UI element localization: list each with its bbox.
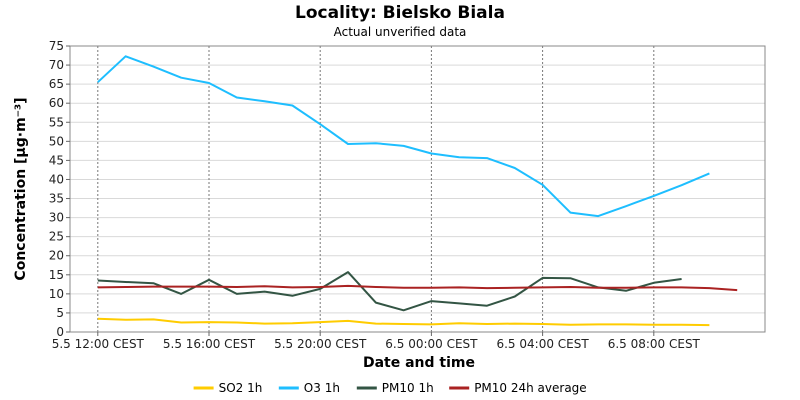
legend-label-pm10-1h: PM10 1h (382, 381, 434, 395)
x-tick-label: 6.5 08:00 CEST (608, 337, 701, 351)
y-tick-label: 0 (56, 325, 64, 339)
series-group (97, 55, 738, 327)
grid (70, 46, 765, 332)
y-tick-label: 75 (49, 39, 64, 53)
y-tick-label: 30 (49, 211, 64, 225)
y-tick-label: 20 (49, 249, 64, 263)
legend: SO2 1h O3 1h PM10 1h PM10 24h average (193, 381, 587, 395)
x-tick-label: 5.5 16:00 CEST (163, 337, 256, 351)
x-tick-label: 5.5 20:00 CEST (274, 337, 367, 351)
legend-label-so2-1h: SO2 1h (219, 381, 263, 395)
y-tick-label: 70 (49, 58, 64, 72)
y-tick-label: 45 (49, 153, 64, 167)
y-tick-label: 65 (49, 77, 64, 91)
chart-subtitle: Actual unverified data (334, 25, 467, 39)
y-tick-label: 50 (49, 134, 64, 148)
x-axis-label: Date and time (363, 355, 475, 371)
y-tick-label: 40 (49, 172, 64, 186)
y-tick-label: 10 (49, 287, 64, 301)
y-axis-label: Concentration [µg·m⁻³] (13, 97, 29, 280)
plot-area (69, 45, 766, 333)
y-tick-label: 15 (49, 268, 64, 282)
y-tick-label: 60 (49, 96, 64, 110)
series-line-o3-1h (97, 55, 710, 218)
y-tick-label: 5 (56, 306, 64, 320)
y-tick-label: 55 (49, 115, 64, 129)
x-tick-label: 5.5 12:00 CEST (52, 337, 145, 351)
x-axis: 5.5 12:00 CEST 5.5 16:00 CEST 5.5 20:00 CE… (52, 332, 701, 351)
y-tick-label: 35 (49, 192, 64, 206)
chart-title: Locality: Bielsko Biala (295, 3, 505, 23)
y-axis: 0 5 10 15 20 25 30 35 40 45 50 55 60 65 70 75 (49, 39, 70, 339)
x-tick-label: 6.5 00:00 CEST (385, 337, 478, 351)
legend-label-o3-1h: O3 1h (304, 381, 340, 395)
series-line-so2-1h (97, 317, 710, 327)
x-tick-label: 6.5 04:00 CEST (496, 337, 589, 351)
legend-label-pm10-24h-average: PM10 24h average (474, 381, 587, 395)
series-line-pm10-1h (97, 271, 682, 312)
series-line-pm10-24h-average (97, 284, 738, 292)
y-tick-label: 25 (49, 230, 64, 244)
